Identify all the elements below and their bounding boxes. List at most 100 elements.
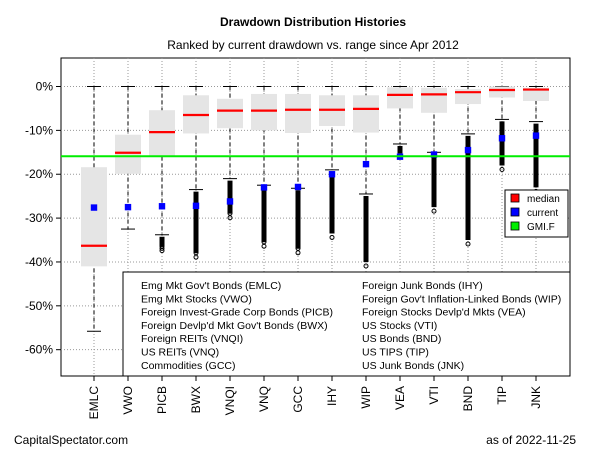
outlier-point bbox=[363, 263, 369, 269]
x-tick-label: BND bbox=[461, 386, 475, 412]
box-tip bbox=[489, 86, 515, 172]
footer-source: CapitalSpectator.com bbox=[14, 433, 128, 447]
x-tick-label: VTI bbox=[427, 386, 441, 405]
y-tick-label: -20% bbox=[25, 167, 53, 181]
legend-swatch bbox=[510, 193, 520, 203]
outlier-point bbox=[159, 245, 165, 251]
note-left-item: Foreign Invest-Grade Corp Bonds (PICB) bbox=[141, 307, 333, 319]
outlier-point bbox=[465, 241, 471, 247]
box-body bbox=[285, 93, 311, 134]
x-tick-label: JNK bbox=[529, 386, 543, 409]
y-tick-label: -10% bbox=[25, 123, 53, 137]
outlier-point bbox=[193, 254, 199, 260]
outlier-point bbox=[465, 215, 471, 221]
current-mark bbox=[124, 203, 132, 211]
outlier-point bbox=[159, 248, 165, 254]
box-vnqi bbox=[217, 86, 243, 221]
box-body bbox=[523, 87, 549, 101]
box-body bbox=[421, 87, 447, 113]
x-tick-label: PICB bbox=[155, 386, 169, 414]
box-body bbox=[217, 98, 243, 129]
x-tick-label: EMLC bbox=[87, 386, 101, 420]
note-right-item: US Bonds (BND) bbox=[362, 333, 441, 345]
current-mark bbox=[362, 160, 370, 168]
current-mark bbox=[260, 184, 268, 191]
outlier-point bbox=[533, 180, 539, 186]
legend-swatch bbox=[510, 221, 520, 231]
outlier-point bbox=[329, 228, 335, 234]
outlier-point bbox=[499, 158, 505, 164]
box-body bbox=[387, 87, 413, 109]
y-tick-label: 0% bbox=[36, 80, 54, 94]
y-tick-label: -60% bbox=[25, 343, 53, 357]
chart-title: Drawdown Distribution Histories bbox=[220, 15, 406, 29]
box-ihy bbox=[319, 86, 345, 240]
note-left-item: US REITs (VNQ) bbox=[141, 347, 219, 359]
x-tick-label: VNQI bbox=[223, 386, 237, 415]
outlier-point bbox=[363, 254, 369, 260]
legend-label: median bbox=[527, 194, 560, 205]
box-body bbox=[489, 86, 515, 98]
current-mark bbox=[192, 202, 200, 210]
box-vnq bbox=[251, 86, 277, 249]
note-left-item: Commodities (GCC) bbox=[141, 360, 236, 372]
x-tick-label: VWO bbox=[121, 386, 135, 415]
note-left-item: Foreign REITs (VNQI) bbox=[141, 333, 243, 345]
legend-label: current bbox=[527, 208, 558, 219]
chart-subtitle: Ranked by current drawdown vs. range sin… bbox=[167, 38, 459, 52]
current-mark bbox=[430, 151, 438, 158]
outlier-point bbox=[329, 234, 335, 240]
x-tick-label: VNQ bbox=[257, 386, 271, 412]
outlier-point bbox=[533, 166, 539, 172]
legend-label: GMI.F bbox=[527, 222, 555, 233]
x-tick-label: GCC bbox=[291, 386, 305, 413]
note-left-item: Foreign Devlp'd Mkt Gov't Bonds (BWX) bbox=[141, 320, 328, 332]
outlier-point bbox=[295, 250, 301, 256]
y-tick-label: -50% bbox=[25, 299, 53, 313]
box-bnd bbox=[455, 86, 481, 247]
note-right-item: Foreign Gov't Inflation-Linked Bonds (WI… bbox=[362, 293, 561, 305]
box-body bbox=[251, 93, 277, 131]
outlier-point bbox=[295, 237, 301, 243]
x-tick-label: IHY bbox=[325, 386, 339, 406]
note-right-item: US Stocks (VTI) bbox=[362, 320, 437, 332]
current-mark bbox=[294, 183, 302, 191]
box-wip bbox=[353, 86, 379, 269]
box-vti bbox=[421, 86, 447, 214]
outlier-point bbox=[261, 232, 267, 238]
box-body bbox=[81, 167, 107, 267]
box-picb bbox=[149, 86, 175, 254]
current-mark bbox=[158, 203, 166, 210]
x-tick-label: BWX bbox=[189, 386, 203, 413]
current-mark bbox=[532, 132, 540, 139]
note-left-item: Emg Mkt Stocks (VWO) bbox=[141, 293, 252, 305]
y-tick-label: -40% bbox=[25, 255, 53, 269]
box-bwx bbox=[183, 86, 209, 260]
outlier-point bbox=[227, 215, 233, 221]
outlier-point bbox=[363, 241, 369, 247]
current-mark bbox=[464, 146, 472, 154]
box-body bbox=[353, 95, 379, 133]
legend-swatch bbox=[510, 207, 520, 217]
note-right-item: Foreign Stocks Devlp'd Mkts (VEA) bbox=[362, 307, 526, 319]
note-right-item: US TIPS (TIP) bbox=[362, 347, 429, 359]
outlier-point bbox=[261, 243, 267, 249]
outlier-point bbox=[431, 208, 437, 214]
outlier-point bbox=[329, 219, 335, 225]
current-mark bbox=[328, 171, 336, 178]
footer-date: as of 2022-11-25 bbox=[486, 433, 576, 447]
box-emlc bbox=[81, 86, 107, 332]
x-tick-label: VEA bbox=[393, 386, 407, 410]
outlier-point bbox=[431, 202, 437, 208]
box-body bbox=[149, 110, 175, 157]
x-tick-label: TIP bbox=[495, 386, 509, 405]
note-left-item: Emg Mkt Gov't Bonds (EMLC) bbox=[141, 280, 281, 292]
outlier-point bbox=[397, 148, 403, 154]
current-mark bbox=[498, 135, 506, 142]
box-gcc bbox=[285, 86, 311, 256]
current-mark bbox=[90, 204, 98, 211]
note-right-item: US Junk Bonds (JNK) bbox=[362, 360, 464, 372]
x-tick-label: WIP bbox=[359, 386, 373, 409]
